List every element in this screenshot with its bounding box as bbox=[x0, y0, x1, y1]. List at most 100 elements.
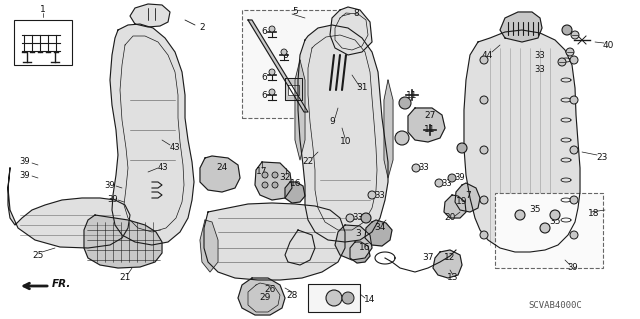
Text: 41: 41 bbox=[456, 144, 468, 152]
Bar bbox=[242, 10, 350, 118]
Text: 8: 8 bbox=[353, 10, 359, 19]
Circle shape bbox=[269, 69, 275, 75]
Text: FR.: FR. bbox=[52, 279, 72, 289]
Circle shape bbox=[570, 196, 578, 204]
Polygon shape bbox=[204, 203, 345, 280]
Text: 18: 18 bbox=[588, 209, 600, 218]
Circle shape bbox=[346, 214, 354, 222]
Circle shape bbox=[262, 182, 268, 188]
Polygon shape bbox=[455, 183, 480, 212]
Text: 14: 14 bbox=[364, 295, 376, 305]
Text: 15: 15 bbox=[318, 293, 330, 302]
Polygon shape bbox=[384, 80, 393, 178]
Text: 12: 12 bbox=[444, 254, 456, 263]
Circle shape bbox=[269, 26, 275, 32]
Text: 34: 34 bbox=[374, 224, 386, 233]
Text: 26: 26 bbox=[264, 286, 276, 294]
Text: 43: 43 bbox=[157, 164, 168, 173]
Circle shape bbox=[342, 292, 354, 304]
Polygon shape bbox=[444, 195, 466, 218]
Bar bbox=[308, 284, 360, 312]
Text: 29: 29 bbox=[259, 293, 271, 302]
Text: 11: 11 bbox=[406, 91, 418, 100]
Text: 9: 9 bbox=[329, 117, 335, 127]
Text: 16: 16 bbox=[291, 179, 301, 188]
Text: 24: 24 bbox=[216, 164, 228, 173]
Polygon shape bbox=[464, 30, 580, 252]
Polygon shape bbox=[248, 20, 308, 112]
Circle shape bbox=[399, 97, 411, 109]
Text: 20: 20 bbox=[444, 213, 456, 222]
Polygon shape bbox=[200, 220, 218, 272]
Text: 3: 3 bbox=[355, 228, 361, 238]
Polygon shape bbox=[110, 24, 194, 245]
Polygon shape bbox=[200, 156, 240, 192]
Text: 6: 6 bbox=[261, 27, 267, 36]
Text: 19: 19 bbox=[456, 197, 468, 206]
Polygon shape bbox=[330, 7, 372, 55]
Circle shape bbox=[480, 231, 488, 239]
Text: 25: 25 bbox=[32, 250, 44, 259]
Circle shape bbox=[480, 56, 488, 64]
Text: 37: 37 bbox=[422, 254, 434, 263]
Circle shape bbox=[570, 56, 578, 64]
Circle shape bbox=[269, 89, 275, 95]
Text: 32: 32 bbox=[279, 174, 291, 182]
Circle shape bbox=[262, 172, 268, 178]
Text: 35: 35 bbox=[549, 218, 561, 226]
Circle shape bbox=[272, 182, 278, 188]
Text: 6: 6 bbox=[261, 72, 267, 81]
Text: 13: 13 bbox=[447, 273, 459, 283]
Circle shape bbox=[570, 146, 578, 154]
Text: 39: 39 bbox=[20, 158, 30, 167]
Polygon shape bbox=[285, 182, 305, 203]
Text: 5: 5 bbox=[292, 8, 298, 17]
Polygon shape bbox=[335, 225, 372, 260]
Text: 33: 33 bbox=[419, 164, 429, 173]
Circle shape bbox=[515, 210, 525, 220]
Bar bbox=[495, 193, 603, 268]
Circle shape bbox=[558, 58, 566, 66]
Bar bbox=[14, 20, 72, 65]
Text: 6: 6 bbox=[282, 50, 288, 60]
Circle shape bbox=[571, 31, 579, 39]
Text: 39: 39 bbox=[20, 170, 30, 180]
Text: 33: 33 bbox=[374, 190, 385, 199]
Circle shape bbox=[395, 131, 409, 145]
FancyArrowPatch shape bbox=[24, 283, 47, 289]
Text: 33: 33 bbox=[442, 179, 452, 188]
Circle shape bbox=[480, 146, 488, 154]
Circle shape bbox=[435, 179, 443, 187]
Polygon shape bbox=[295, 60, 305, 160]
Text: SCVAB4000C: SCVAB4000C bbox=[528, 300, 582, 309]
Circle shape bbox=[570, 231, 578, 239]
Text: 27: 27 bbox=[424, 110, 436, 120]
Polygon shape bbox=[238, 278, 285, 315]
Polygon shape bbox=[365, 220, 392, 246]
Text: 28: 28 bbox=[286, 291, 298, 300]
Text: 39: 39 bbox=[454, 174, 465, 182]
Text: 16: 16 bbox=[359, 242, 371, 251]
Text: 33: 33 bbox=[353, 213, 364, 222]
Circle shape bbox=[281, 49, 287, 55]
Circle shape bbox=[566, 48, 574, 56]
Text: 6: 6 bbox=[261, 91, 267, 100]
Circle shape bbox=[562, 25, 572, 35]
Text: 33: 33 bbox=[534, 65, 545, 75]
Text: 10: 10 bbox=[340, 137, 352, 146]
Text: 33: 33 bbox=[534, 50, 545, 60]
Text: 35: 35 bbox=[529, 205, 541, 214]
Circle shape bbox=[272, 172, 278, 178]
Text: 39: 39 bbox=[108, 196, 118, 204]
Polygon shape bbox=[433, 250, 462, 278]
Polygon shape bbox=[350, 242, 370, 263]
Circle shape bbox=[412, 164, 420, 172]
Text: 39: 39 bbox=[568, 263, 579, 272]
Circle shape bbox=[326, 290, 342, 306]
Text: 21: 21 bbox=[119, 273, 131, 283]
Polygon shape bbox=[8, 168, 130, 248]
Circle shape bbox=[361, 213, 371, 223]
Text: 43: 43 bbox=[170, 144, 180, 152]
Circle shape bbox=[457, 143, 467, 153]
Circle shape bbox=[448, 174, 456, 182]
